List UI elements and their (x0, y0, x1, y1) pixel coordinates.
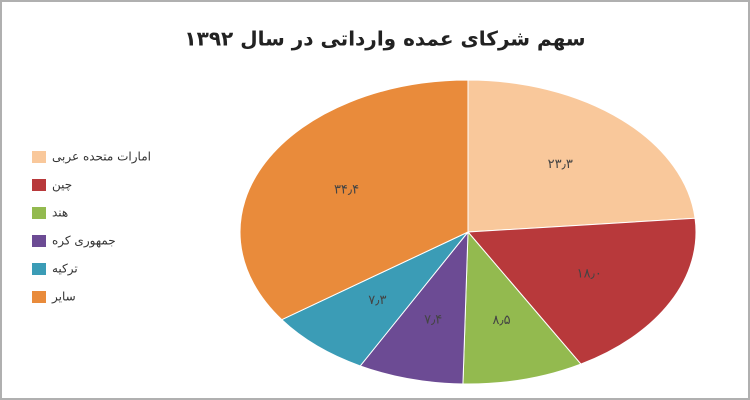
value-label: ۲۳٫۳ (548, 157, 573, 172)
legend-swatch (32, 151, 46, 163)
pie: ۲۳٫۳ ۱۸٫۰ ۸٫۵ ۷٫۴ ۷٫۳ ۳۴٫۴ (240, 80, 696, 384)
chart-title: سهم شرکای عمده وارداتی در سال ۱۳۹۲ (184, 27, 585, 51)
legend-swatch (32, 291, 46, 303)
legend-label: سایر (51, 290, 76, 305)
legend-label: جمهوری کره (52, 234, 116, 249)
legend-swatch (32, 235, 46, 247)
legend-swatch (32, 207, 46, 219)
value-label: ۸٫۵ (492, 313, 510, 328)
value-label: ۱۸٫۰ (577, 267, 602, 282)
legend-label: چین (52, 178, 72, 193)
legend-label: امارات متحده عربی (52, 150, 151, 165)
value-label: ۳۴٫۴ (334, 183, 359, 198)
legend-label: ترکیه (52, 262, 78, 277)
chart: سهم شرکای عمده وارداتی در سال ۱۳۹۲ ۲۳٫۳ ۱… (0, 0, 750, 400)
value-label: ۷٫۳ (368, 293, 386, 308)
legend-swatch (32, 179, 46, 191)
legend-swatch (32, 263, 46, 275)
legend-label: هند (52, 206, 68, 220)
value-label: ۷٫۴ (424, 313, 442, 328)
